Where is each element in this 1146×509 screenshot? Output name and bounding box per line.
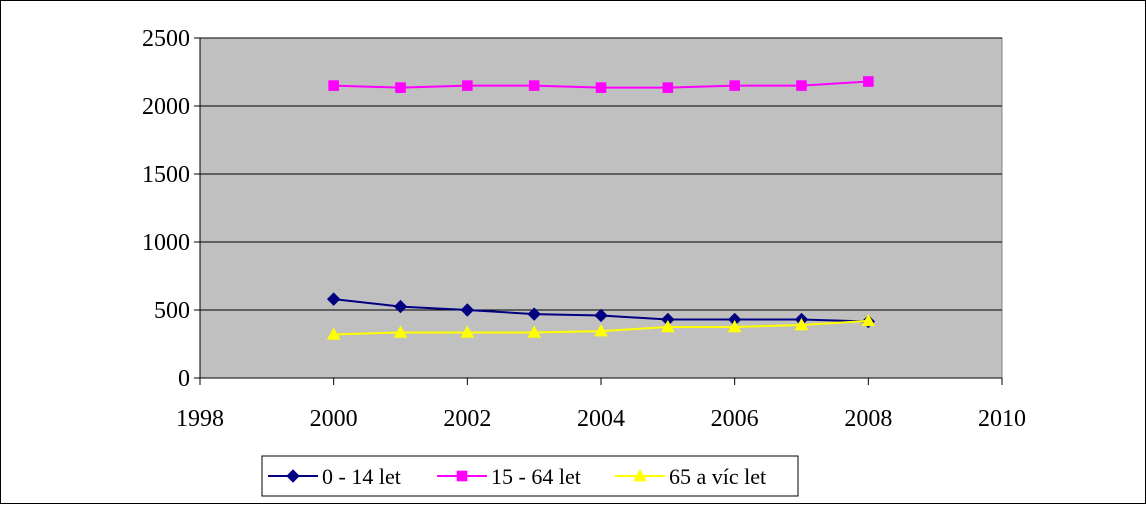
- y-tick-label: 0: [178, 366, 190, 392]
- data-point: [528, 80, 540, 91]
- diamond-marker: [286, 469, 300, 483]
- series-2: [328, 76, 874, 93]
- y-tick-label: 1500: [142, 162, 190, 188]
- data-point: [727, 319, 742, 333]
- data-point: [460, 303, 475, 317]
- legend-item: 65 a víc let: [615, 464, 766, 489]
- y-tick-label: 2000: [142, 94, 190, 120]
- x-tick-label: 1998: [176, 406, 224, 432]
- data-point: [594, 324, 608, 337]
- data-point: [527, 325, 542, 338]
- data-point: [660, 319, 675, 333]
- data-point: [861, 313, 876, 327]
- data-point: [462, 80, 473, 91]
- legend-label: 15 - 64 let: [491, 464, 581, 489]
- x-tick-label: 2008: [844, 406, 892, 432]
- data-point: [863, 76, 874, 87]
- series-lines: [326, 76, 876, 340]
- data-point: [729, 80, 740, 91]
- x-tick-label: 2010: [978, 406, 1026, 432]
- data-point: [594, 308, 608, 323]
- triangle-marker: [633, 468, 647, 482]
- x-tick-label: 2000: [310, 406, 358, 432]
- data-point: [794, 317, 809, 331]
- data-point: [326, 327, 341, 340]
- series-3: [326, 313, 876, 340]
- data-point: [527, 307, 541, 321]
- x-tick-label: 2006: [711, 406, 759, 432]
- data-point: [460, 325, 475, 338]
- data-point: [796, 80, 807, 91]
- x-tick-label: 2002: [443, 406, 491, 432]
- data-point: [662, 82, 674, 93]
- x-tick-label: 2004: [577, 406, 625, 432]
- y-tick-label: 500: [154, 298, 190, 324]
- data-point: [393, 299, 408, 314]
- axes: 0 500 1000 1500 2000 2500 1998 2000 2002 2004 2006…: [142, 26, 1026, 432]
- legend-label: 0 - 14 let: [322, 464, 401, 489]
- legend-item: 15 - 64 let: [437, 464, 581, 489]
- data-point: [393, 325, 408, 338]
- data-point: [328, 80, 339, 91]
- square-marker: [456, 470, 468, 482]
- series-1: [326, 292, 876, 329]
- y-tick-label: 1000: [142, 230, 190, 256]
- data-point: [326, 292, 341, 306]
- legend-item: 0 - 14 let: [268, 464, 401, 489]
- data-point: [395, 82, 406, 93]
- legend-box: [261, 455, 799, 497]
- y-tick-label: 2500: [142, 26, 190, 52]
- data-point: [595, 82, 607, 93]
- legend-label: 65 a víc let: [669, 464, 766, 489]
- legend: 0 - 14 let 15 - 64 let 65 a víc let: [261, 455, 799, 497]
- gridlines: [200, 37, 1002, 311]
